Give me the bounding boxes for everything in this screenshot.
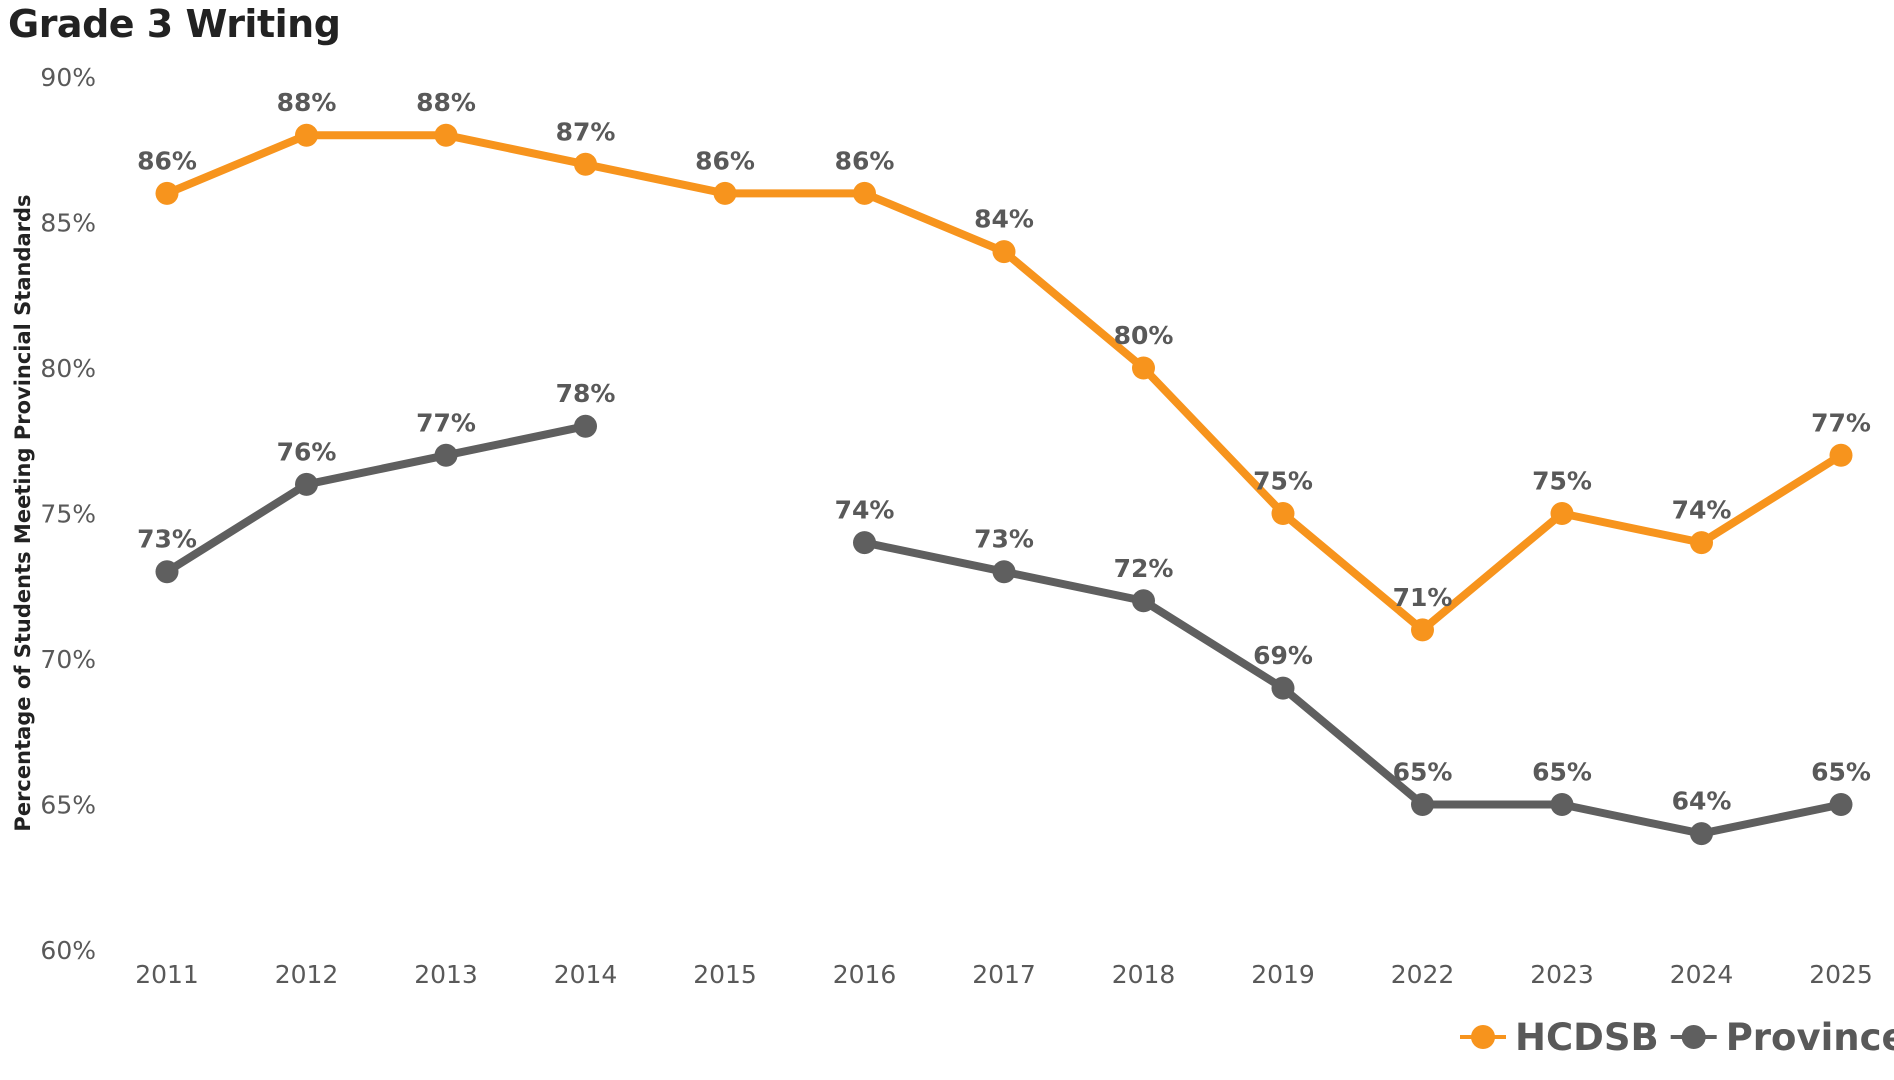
data-label-province: 73%: [974, 525, 1034, 554]
x-tick-label: 2014: [554, 960, 618, 989]
data-label-hcdsb: 75%: [1253, 467, 1313, 496]
data-point-province: [574, 414, 597, 438]
y-tick-label: 60%: [40, 936, 96, 965]
data-point-province: [853, 531, 876, 555]
data-point-hcdsb: [1550, 502, 1574, 525]
y-tick-label: 70%: [40, 645, 96, 674]
data-point-province: [434, 443, 458, 467]
data-label-province: 65%: [1393, 758, 1453, 787]
data-label-province: 72%: [1114, 554, 1174, 583]
x-tick-label: 2024: [1670, 960, 1734, 989]
data-label-hcdsb: 74%: [1672, 496, 1732, 525]
data-label-province: 73%: [137, 525, 197, 554]
data-point-province: [1690, 822, 1713, 846]
data-label-hcdsb: 77%: [1811, 408, 1871, 437]
data-label-province: 77%: [416, 408, 476, 437]
data-point-hcdsb: [713, 181, 737, 205]
y-tick-label: 65%: [40, 791, 96, 820]
data-point-province: [1132, 589, 1155, 613]
data-point-province: [1271, 676, 1295, 700]
data-label-hcdsb: 84%: [974, 205, 1034, 234]
data-label-hcdsb: 71%: [1393, 583, 1453, 612]
data-point-province: [1829, 793, 1853, 816]
data-point-hcdsb: [155, 181, 179, 205]
data-point-hcdsb: [434, 123, 458, 147]
data-point-hcdsb: [1411, 618, 1434, 642]
data-point-province: [295, 472, 318, 496]
x-tick-label: 2018: [1112, 960, 1176, 989]
x-tick-label: 2011: [135, 960, 199, 989]
data-point-province: [992, 560, 1016, 584]
data-point-hcdsb: [992, 240, 1016, 264]
series-layer: [155, 123, 1853, 846]
y-tick-label: 90%: [40, 63, 96, 92]
data-point-province: [1550, 793, 1574, 816]
series-line-province: [860, 538, 1845, 838]
data-label-hcdsb: 80%: [1114, 321, 1174, 350]
y-tick-label: 85%: [40, 209, 96, 238]
x-tick-label: 2013: [414, 960, 478, 989]
data-point-hcdsb: [1271, 502, 1295, 525]
series-hcdsb: [155, 123, 1853, 642]
legend: HCDSB Province: [1460, 1016, 1894, 1059]
x-tick-label: 2022: [1391, 960, 1455, 989]
series-line-province: [163, 422, 590, 576]
data-point-hcdsb: [1829, 443, 1853, 467]
data-label-hcdsb: 88%: [277, 88, 337, 117]
legend-marker-hcdsb: [1471, 1025, 1495, 1049]
x-axis: 2011 2012 2013 2014 2015 2016 2017 2018 2019 2022…: [135, 960, 1873, 989]
y-axis: 60% 65% 70% 75% 80% 85% 90%: [40, 63, 96, 965]
y-axis-title: Percentage of Students Meeting Provincia…: [11, 194, 35, 831]
chart-title: Grade 3 Writing: [8, 2, 341, 46]
data-point-province: [155, 560, 179, 584]
x-tick-label: 2016: [833, 960, 897, 989]
data-label-layer: 86% 88% 88% 87% 86% 86% 84% 80% 75% 71% 75% 74% 77% 7…: [137, 88, 1871, 815]
data-label-province: 78%: [556, 379, 616, 408]
data-label-hcdsb: 75%: [1532, 467, 1592, 496]
data-label-province: 74%: [835, 496, 895, 525]
data-label-province: 76%: [277, 437, 337, 466]
data-point-province: [1411, 793, 1434, 816]
data-point-hcdsb: [1690, 531, 1713, 555]
series-province: [155, 414, 1853, 846]
data-label-province: 69%: [1253, 641, 1313, 670]
data-label-province: 65%: [1811, 758, 1871, 787]
data-label-hcdsb: 88%: [416, 88, 476, 117]
x-tick-label: 2012: [275, 960, 339, 989]
data-label-province: 65%: [1532, 758, 1592, 787]
x-tick-label: 2019: [1251, 960, 1315, 989]
y-tick-label: 80%: [40, 354, 96, 383]
data-point-hcdsb: [295, 123, 318, 147]
y-tick-label: 75%: [40, 500, 96, 529]
legend-label-hcdsb: HCDSB: [1515, 1016, 1659, 1059]
data-label-hcdsb: 86%: [137, 146, 197, 175]
data-label-hcdsb: 87%: [556, 117, 616, 146]
data-point-hcdsb: [574, 152, 597, 176]
x-tick-label: 2017: [972, 960, 1036, 989]
data-label-province: 64%: [1672, 787, 1732, 816]
x-tick-label: 2015: [693, 960, 757, 989]
data-point-hcdsb: [1132, 356, 1155, 380]
x-tick-label: 2025: [1809, 960, 1873, 989]
data-label-hcdsb: 86%: [695, 146, 755, 175]
data-label-hcdsb: 86%: [835, 146, 895, 175]
data-point-hcdsb: [853, 181, 876, 205]
legend-marker-province: [1681, 1025, 1706, 1049]
legend-label-province: Province: [1726, 1016, 1894, 1059]
x-tick-label: 2023: [1530, 960, 1594, 989]
